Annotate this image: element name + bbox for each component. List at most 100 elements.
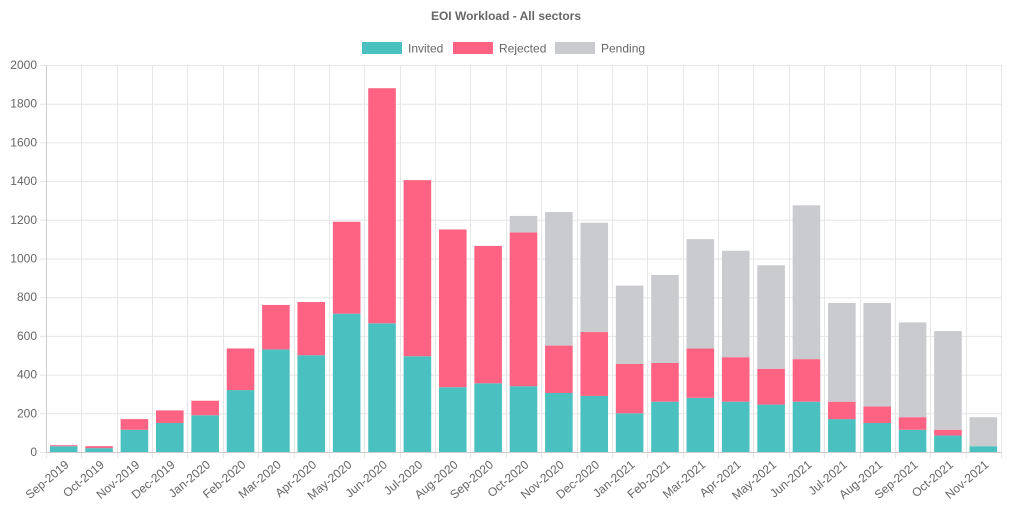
- bar-invited[interactable]: [297, 355, 326, 452]
- bar-pending[interactable]: [863, 303, 891, 407]
- bar-invited[interactable]: [120, 429, 149, 452]
- bar-pending[interactable]: [757, 265, 785, 369]
- bar-invited[interactable]: [403, 356, 432, 452]
- y-tick-label: 1000: [10, 252, 37, 266]
- bar-invited[interactable]: [156, 422, 184, 452]
- bar-stack-mar-2020: [262, 304, 290, 452]
- bar-stack-nov-2019: [120, 419, 149, 452]
- bar-invited[interactable]: [509, 386, 538, 452]
- bar-stack-may-2021: [757, 265, 785, 452]
- bar-stack-sep-2020: [474, 245, 502, 452]
- bar-invited[interactable]: [580, 395, 609, 452]
- bar-invited[interactable]: [651, 401, 679, 452]
- grid: [40, 65, 1002, 458]
- bar-invited[interactable]: [368, 323, 396, 452]
- y-tick-label: 1800: [10, 97, 37, 111]
- bar-pending[interactable]: [792, 205, 821, 360]
- bar-invited[interactable]: [191, 415, 219, 452]
- chart-title: EOI Workload - All sectors: [431, 9, 581, 23]
- bar-invited[interactable]: [686, 397, 715, 452]
- bar-rejected[interactable]: [651, 362, 679, 402]
- bar-invited[interactable]: [969, 446, 998, 452]
- bar-invited[interactable]: [474, 383, 502, 452]
- bar-rejected[interactable]: [262, 304, 290, 350]
- bar-pending[interactable]: [580, 222, 609, 333]
- bar-stack-jun-2020: [368, 88, 396, 452]
- bar-rejected[interactable]: [721, 357, 750, 402]
- legend-item-pending[interactable]: Pending: [555, 42, 645, 56]
- bar-invited[interactable]: [863, 422, 891, 452]
- bar-rejected[interactable]: [85, 446, 113, 449]
- bar-stack-aug-2020: [438, 229, 467, 452]
- bar-rejected[interactable]: [156, 410, 184, 423]
- bar-rejected[interactable]: [580, 332, 609, 396]
- bar-pending[interactable]: [969, 417, 998, 447]
- bar-pending[interactable]: [898, 322, 927, 418]
- bar-rejected[interactable]: [438, 229, 467, 388]
- bar-invited[interactable]: [721, 401, 750, 452]
- bar-rejected[interactable]: [686, 348, 715, 398]
- bar-invited[interactable]: [332, 313, 361, 452]
- y-tick-label: 0: [30, 445, 37, 459]
- bar-rejected[interactable]: [615, 363, 644, 414]
- y-tick-label: 400: [17, 368, 37, 382]
- bar-invited[interactable]: [85, 448, 113, 452]
- legend-item-rejected[interactable]: Rejected: [453, 42, 546, 56]
- bar-stack-sep-2021: [898, 322, 927, 452]
- bar-pending[interactable]: [686, 239, 715, 349]
- bar-invited[interactable]: [615, 413, 644, 452]
- bar-rejected[interactable]: [191, 400, 219, 416]
- bar-invited[interactable]: [438, 387, 467, 452]
- bar-stack-jun-2021: [792, 205, 821, 452]
- bar-pending[interactable]: [651, 274, 679, 363]
- bar-stack-oct-2020: [509, 215, 538, 452]
- bar-pending[interactable]: [615, 285, 644, 364]
- bar-rejected[interactable]: [49, 445, 78, 447]
- bar-rejected[interactable]: [509, 232, 538, 387]
- bar-rejected[interactable]: [863, 406, 891, 423]
- legend-swatch-invited: [362, 42, 402, 54]
- bar-stack-oct-2019: [85, 446, 113, 452]
- bar-rejected[interactable]: [898, 417, 927, 430]
- y-tick-label: 2000: [10, 58, 37, 72]
- bar-rejected[interactable]: [368, 88, 396, 324]
- bar-invited[interactable]: [934, 435, 962, 452]
- bar-stack-apr-2020: [297, 302, 326, 452]
- bar-rejected[interactable]: [474, 245, 502, 384]
- bar-rejected[interactable]: [403, 180, 432, 357]
- bar-invited[interactable]: [49, 446, 78, 452]
- bar-stack-feb-2020: [226, 348, 255, 452]
- bar-rejected[interactable]: [545, 345, 573, 393]
- bar-pending[interactable]: [934, 331, 962, 430]
- bar-rejected[interactable]: [120, 419, 149, 430]
- bar-stack-nov-2020: [545, 212, 573, 452]
- bar-invited[interactable]: [828, 419, 856, 452]
- bar-rejected[interactable]: [792, 359, 821, 402]
- bar-pending[interactable]: [509, 215, 538, 233]
- bar-invited[interactable]: [262, 349, 290, 452]
- bar-rejected[interactable]: [828, 401, 856, 420]
- legend-swatch-rejected: [453, 42, 493, 54]
- bar-rejected[interactable]: [297, 302, 326, 356]
- bar-pending[interactable]: [828, 303, 856, 402]
- bar-stack-aug-2021: [863, 303, 891, 452]
- bar-rejected[interactable]: [934, 429, 962, 436]
- bar-invited[interactable]: [898, 429, 927, 452]
- bar-rejected[interactable]: [757, 368, 785, 405]
- legend-item-invited[interactable]: Invited: [362, 42, 443, 56]
- bar-invited[interactable]: [757, 404, 785, 452]
- bar-rejected[interactable]: [332, 221, 361, 314]
- y-tick-label: 1200: [10, 213, 37, 227]
- bar-stack-oct-2021: [934, 331, 962, 452]
- bar-invited[interactable]: [545, 392, 573, 452]
- bars: [49, 88, 998, 452]
- bar-rejected[interactable]: [226, 348, 255, 391]
- bar-invited[interactable]: [226, 390, 255, 452]
- bar-invited[interactable]: [792, 401, 821, 452]
- bar-stack-may-2020: [332, 221, 361, 452]
- legend-label-pending: Pending: [601, 42, 645, 56]
- bar-pending[interactable]: [721, 250, 750, 358]
- legend-label-invited: Invited: [408, 42, 443, 56]
- bar-pending[interactable]: [545, 212, 573, 346]
